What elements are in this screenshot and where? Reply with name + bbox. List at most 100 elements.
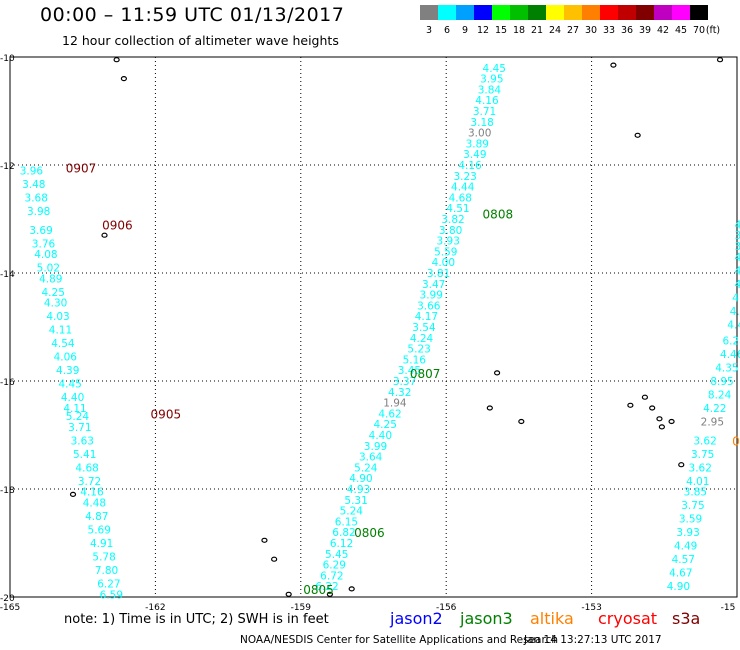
color-scale-swatch [672,5,690,20]
island-shape [120,75,127,82]
wave-height-value: 4.25 [42,287,65,299]
island-shape [716,57,724,63]
island-shape [486,405,493,411]
island-shape [610,62,617,68]
wave-height-value: 3.47 [422,279,445,291]
wave-height-value: 5.24 [354,462,378,474]
wave-height-value: 3.89 [466,138,489,150]
wave-height-value: 4.06 [54,352,78,364]
wave-height-value: 4.40 [369,430,392,442]
wave-height-value: 4.01 [686,476,709,488]
wave-height-value: 3.45 [398,365,421,377]
pass-time-label: 03 [732,434,740,448]
wave-height-value: 3.82 [441,214,464,226]
color-scale-label: 36 [620,25,634,36]
color-scale-label: 42 [656,25,670,36]
wave-height-value: 4.44 [727,319,740,331]
wave-height-value: 3.93 [676,527,699,539]
island-shape [518,418,525,425]
wave-height-value: 6.72 [320,570,343,582]
satellite-legend-jason3: jason3 [460,609,513,628]
wave-height-value: 3.64 [359,452,383,464]
wave-height-value: 6.12 [330,538,353,550]
color-scale-label: 45 [674,25,688,36]
map-frame [9,56,738,598]
wave-height-value: 3.72 [78,476,101,488]
wave-height-value: 4.54 [51,338,75,350]
wave-height-value: 3.96 [20,165,44,177]
wave-height-value: 6.15 [335,516,358,528]
color-scale-label: 39 [638,25,652,36]
wave-height-value: 6.82 [332,527,355,539]
wave-height-value: 4.91 [90,538,113,550]
wave-height-value: 3.85 [684,487,707,499]
wave-height-value: 4. [735,219,740,231]
island-shape [678,462,685,468]
island-shape [326,591,333,597]
wave-height-value: 4.16 [458,160,482,172]
pass-time-label: 0806 [354,526,385,540]
wave-height-value: 4.22 [703,403,726,415]
footer-timestamp: Jan 14 13:27:13 UTC 2017 [524,634,662,646]
wave-height-value: 3. [735,230,740,242]
wave-height-value: 6.59 [100,589,123,601]
color-scale-label: 24 [548,25,562,36]
wave-height-value: 3.71 [68,422,91,434]
wave-height-value: 4.93 [347,484,370,496]
wave-height-value: 3.99 [364,441,387,453]
wave-height-value: 4.3 [735,252,740,264]
color-scale-label: 12 [476,25,490,36]
island-shape [348,586,355,592]
color-scale-swatch [510,5,528,20]
wave-height-value: 4.45 [483,63,506,75]
wave-height-value: 4.44 [451,182,475,194]
wave-height-value: 4.89 [39,273,62,285]
wave-height-value: 4.30 [44,298,67,310]
wave-height-value: 4.39 [56,365,79,377]
wave-height-value: 8.95 [710,376,733,388]
color-scale-swatch [582,5,600,20]
pass-time-label: 0905 [151,407,182,421]
island-shape [656,416,663,422]
wave-height-value: 6.22 [315,581,338,593]
wave-height-value: 3.63 [71,435,94,447]
wave-height-value: 4.1 [735,265,740,277]
wave-height-value: 4.51 [446,203,469,215]
wave-height-value: 4.16 [80,487,104,499]
wave-height-value: 3.48 [22,179,45,191]
wave-height-value: 4.68 [449,192,472,204]
color-scale-swatch [528,5,546,20]
wave-height-value: 5.59 [434,246,457,258]
island-shape [261,537,268,543]
island-shape [113,57,120,63]
pass-time-label: 0907 [66,162,97,176]
wave-height-value: 5.24 [66,411,90,423]
color-scale-swatch [420,5,438,20]
wave-height-value: 7.80 [95,565,118,577]
wave-height-value: 3.00 [468,128,491,140]
color-scale-swatch [564,5,582,20]
wave-height-value: 3.66 [417,300,441,312]
wave-height-value: 3.62 [693,435,716,447]
wave-height-value: 6.29 [323,560,346,572]
wave-height-value: 3.62 [689,462,712,474]
wave-height-value: 3.37 [393,376,416,388]
color-scale-label: 3 [425,25,433,36]
latitude-label: -14 [0,270,15,280]
wave-height-value: 5.78 [92,552,115,564]
island-shape [634,132,641,138]
color-scale-swatch [438,5,456,20]
island-shape [649,405,656,411]
wave-height-value: 8.24 [708,390,732,402]
page-title: 00:00 – 11:59 UTC 01/13/2017 [40,4,345,26]
wave-height-value: 4.69 [730,306,740,318]
wave-height-value: 4.24 [410,333,434,345]
wave-height-value: 3.54 [412,322,436,334]
latitude-label: -16 [0,378,15,388]
color-scale-swatch [654,5,672,20]
color-scale-label: 30 [584,25,598,36]
satellite-legend-altika: altika [530,609,574,628]
wave-height-value: 4.45 [58,379,81,391]
color-scale-label: 21 [530,25,544,36]
